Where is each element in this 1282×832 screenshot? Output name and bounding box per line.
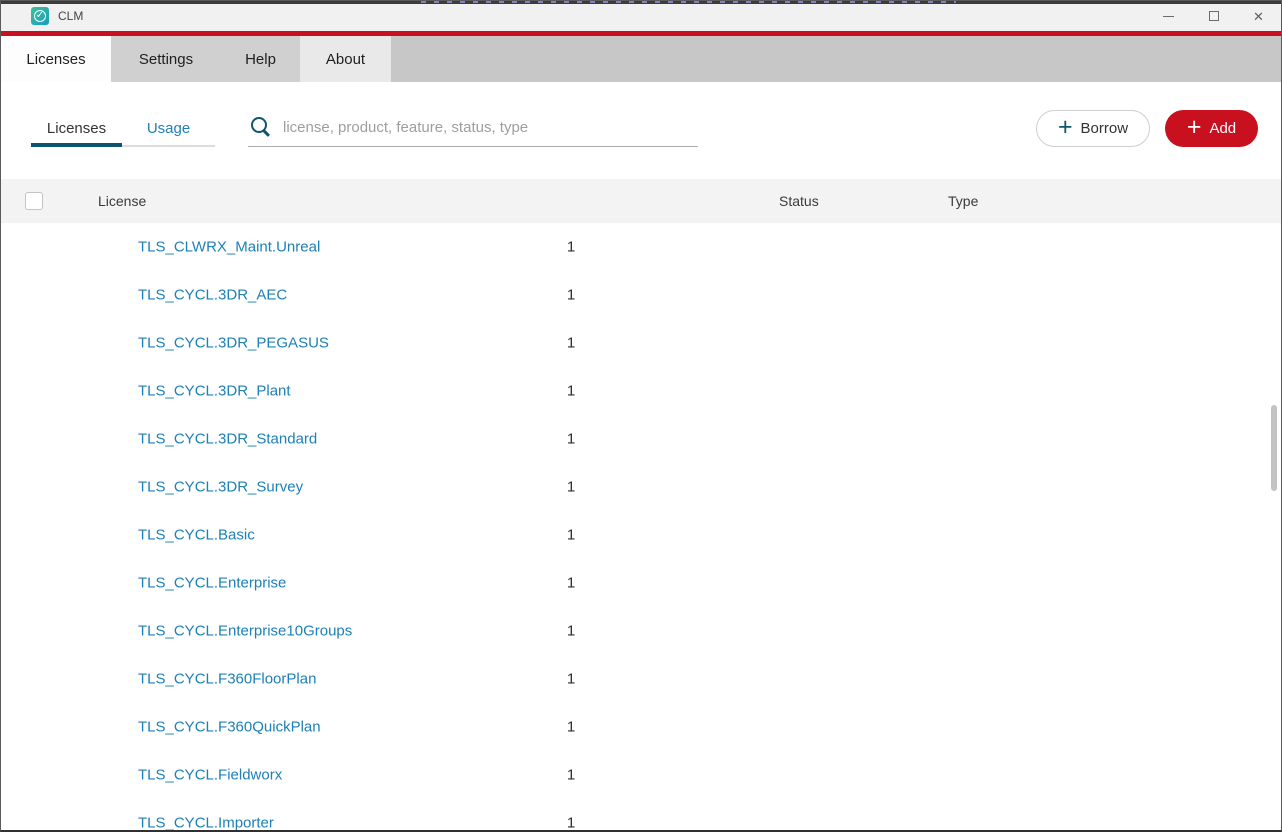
tab-licenses[interactable]: Licenses [1,36,111,82]
license-link[interactable]: TLS_CYCL.Fieldworx [138,766,283,784]
table-row: TLS_CYCL.3DR_Standard 1 [1,415,1281,463]
license-link[interactable]: TLS_CYCL.Importer [138,814,274,832]
tab-settings[interactable]: Settings [111,36,221,82]
column-header-status[interactable]: Status [779,193,819,209]
license-count: 1 [566,766,576,784]
active-subtab-underline [31,143,122,147]
table-row: TLS_CYCL.Importer 1 [1,799,1281,832]
table-row: TLS_CYCL.Fieldworx 1 [1,751,1281,799]
table-row: TLS_CYCL.Basic 1 [1,511,1281,559]
subtab-underline-track [122,145,215,147]
license-table-body: TLS_CLWRX_Maint.Unreal 1 TLS_CYCL.3DR_AE… [1,223,1281,832]
check-icon: ✓ [34,10,46,22]
search-box [248,109,698,147]
plus-icon: + [1057,113,1073,141]
borrow-button[interactable]: + Borrow [1036,110,1150,147]
license-count: 1 [566,382,576,400]
license-link[interactable]: TLS_CYCL.F360QuickPlan [138,718,321,736]
license-link[interactable]: TLS_CYCL.Basic [138,526,255,544]
license-count: 1 [566,430,576,448]
license-link[interactable]: TLS_CYCL.3DR_AEC [138,286,288,304]
license-count: 1 [566,334,576,352]
license-count: 1 [566,526,576,544]
license-count: 1 [566,622,576,640]
license-link[interactable]: TLS_CYCL.3DR_Standard [138,430,318,448]
background-window-text-fragments [421,1,956,3]
license-count: 1 [566,238,576,256]
license-count: 1 [566,718,576,736]
column-header-type[interactable]: Type [948,193,979,209]
maximize-button[interactable] [1191,1,1236,31]
accent-divider [1,31,1281,36]
tabbar-filler [391,36,1281,82]
add-button-label: Add [1209,120,1237,137]
table-row: TLS_CLWRX_Maint.Unreal 1 [1,223,1281,271]
table-row: TLS_CYCL.3DR_AEC 1 [1,271,1281,319]
scrollbar-thumb[interactable] [1271,405,1277,491]
table-row: TLS_CYCL.F360FloorPlan 1 [1,655,1281,703]
window-controls: ✕ [1146,1,1281,31]
table-row: TLS_CYCL.Enterprise10Groups 1 [1,607,1281,655]
subtab-licenses[interactable]: Licenses [46,119,107,137]
maximize-icon [1208,11,1219,21]
main-tabbar: Licenses Settings Help About [1,36,1281,82]
add-button[interactable]: + Add [1165,110,1258,147]
titlebar[interactable]: ✓ CLM ✕ [1,1,1281,31]
table-row: TLS_CYCL.Enterprise 1 [1,559,1281,607]
search-input[interactable] [283,119,698,136]
license-link[interactable]: TLS_CYCL.3DR_Survey [138,478,304,496]
plus-icon: + [1186,113,1202,141]
borrow-button-label: Borrow [1080,120,1129,137]
subtab-usage[interactable]: Usage [146,119,191,137]
license-count: 1 [566,286,576,304]
window-title: CLM [58,9,84,23]
table-row: TLS_CYCL.3DR_Survey 1 [1,463,1281,511]
license-link[interactable]: TLS_CYCL.Enterprise10Groups [138,622,353,640]
background-window-sliver [1,1,1281,4]
close-icon: ✕ [1253,8,1264,24]
license-link[interactable]: TLS_CYCL.3DR_Plant [138,382,291,400]
minimize-button[interactable] [1146,1,1191,31]
content-area: Licenses Usage + Borrow + Add License St… [1,82,1281,832]
select-all-checkbox[interactable] [25,192,43,210]
table-row: TLS_CYCL.F360QuickPlan 1 [1,703,1281,751]
license-count: 1 [566,478,576,496]
license-count: 1 [566,574,576,592]
search-icon [251,116,271,137]
license-count: 1 [566,670,576,688]
tab-help[interactable]: Help [221,36,300,82]
close-button[interactable]: ✕ [1236,1,1281,31]
table-row: TLS_CYCL.3DR_Plant 1 [1,367,1281,415]
tab-about[interactable]: About [300,36,391,82]
column-header-license[interactable]: License [98,193,147,209]
app-icon: ✓ [31,7,49,25]
table-row: TLS_CYCL.3DR_PEGASUS 1 [1,319,1281,367]
license-link[interactable]: TLS_CLWRX_Maint.Unreal [138,238,321,256]
license-link[interactable]: TLS_CYCL.Enterprise [138,574,287,592]
license-count: 1 [566,814,576,832]
minimize-icon [1163,15,1174,17]
license-link[interactable]: TLS_CYCL.3DR_PEGASUS [138,334,329,352]
table-header: License Status Type [1,179,1281,223]
license-link[interactable]: TLS_CYCL.F360FloorPlan [138,670,317,688]
